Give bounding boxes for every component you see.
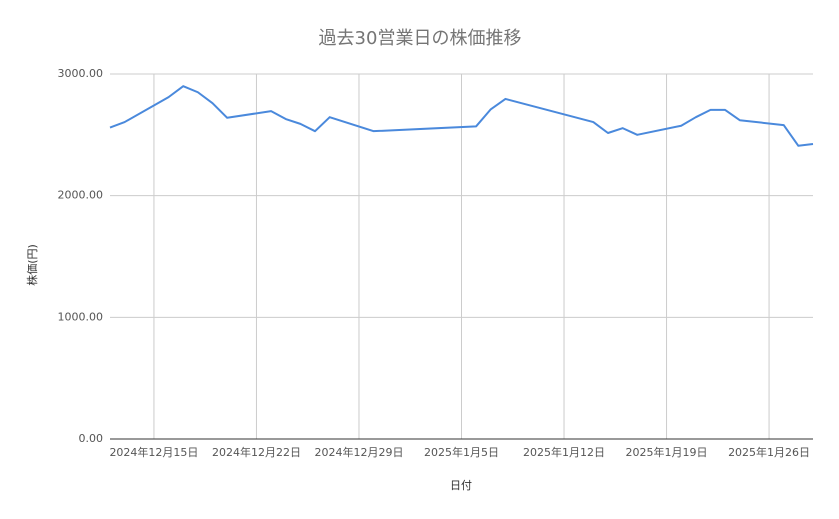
y-tick-label: 1000.00 [58,310,104,323]
y-axis-label: 株価(円) [25,244,39,286]
data-line [109,85,814,147]
x-axis-label: 日付 [450,479,472,492]
chart-title: 過去30営業日の株価推移 [319,28,522,49]
x-tick-label: 2024年12月22日 [212,445,301,459]
x-tick-label: 2025年1月5日 [424,445,499,459]
x-tick-label: 2025年1月26日 [728,445,810,459]
y-tick-label: 0.00 [79,432,104,445]
x-tick-label: 2024年12月15日 [109,445,198,459]
y-tick-label: 3000.00 [58,67,104,80]
y-tick-label: 2000.00 [58,189,104,202]
x-tick-label: 2025年1月12日 [523,445,605,459]
x-tick-label: 2025年1月19日 [626,445,708,459]
x-tick-label: 2024年12月29日 [314,445,403,459]
